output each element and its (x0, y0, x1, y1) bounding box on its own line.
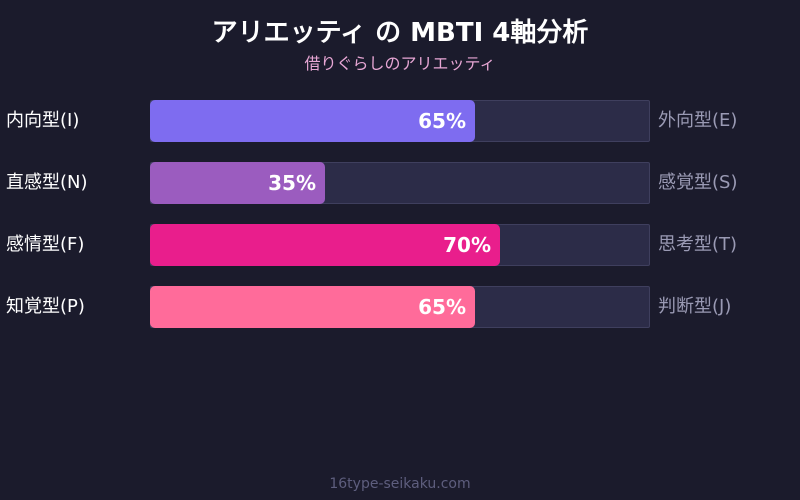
bar-left-label: 直感型(N) (6, 172, 88, 193)
chart-subtitle: 借りぐらしのアリエッティ (304, 54, 496, 73)
bar-row: 感情型(F) 70% 思考型(T) (0, 223, 800, 267)
bar-value-label: 70% (443, 233, 491, 257)
bar-row: 直感型(N) 35% 感覚型(S) (0, 161, 800, 205)
bar-row: 内向型(I) 65% 外向型(E) (0, 99, 800, 143)
site-footer: 16type-seikaku.com (329, 476, 471, 492)
bar-value-label: 65% (418, 109, 466, 133)
bar-value-label: 35% (268, 171, 316, 195)
bar-right-label: 外向型(E) (658, 110, 738, 131)
bar-left-label: 内向型(I) (6, 110, 80, 131)
chart-title: アリエッティ の MBTI 4軸分析 (211, 18, 589, 48)
bar-fill (150, 286, 475, 328)
bar-left-label: 感情型(F) (6, 234, 85, 255)
bar-right-label: 思考型(T) (658, 234, 738, 255)
bar-value-label: 65% (418, 295, 466, 319)
bar-fill (150, 162, 325, 204)
bar-right-label: 判断型(J) (658, 296, 732, 317)
bar-right-label: 感覚型(S) (658, 172, 738, 193)
bar-fill (150, 100, 475, 142)
bar-fill (150, 224, 500, 266)
bar-left-label: 知覚型(P) (6, 296, 85, 317)
bar-row: 知覚型(P) 65% 判断型(J) (0, 285, 800, 329)
